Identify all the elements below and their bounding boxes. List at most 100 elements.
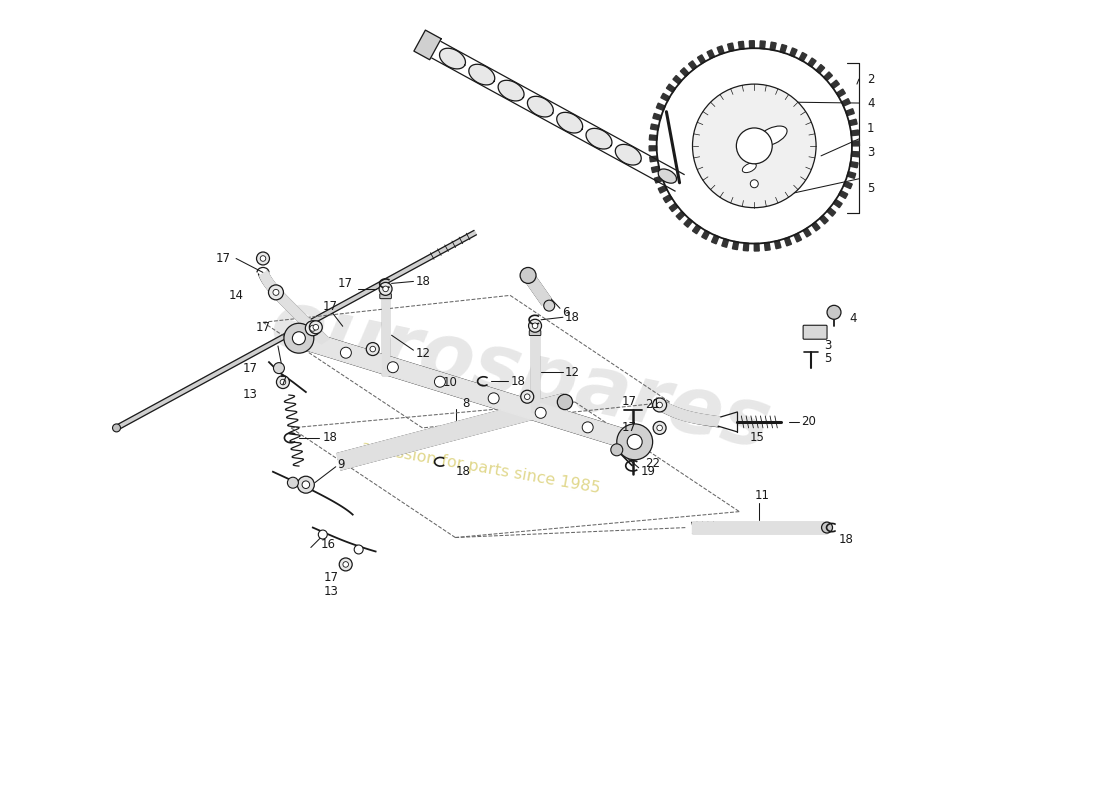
Circle shape [610, 444, 623, 456]
Polygon shape [722, 238, 728, 247]
Polygon shape [847, 172, 856, 178]
Polygon shape [744, 243, 749, 251]
Polygon shape [524, 272, 551, 305]
Polygon shape [693, 225, 701, 234]
Circle shape [693, 84, 816, 208]
Circle shape [652, 398, 667, 412]
Text: 18: 18 [510, 374, 526, 388]
Circle shape [582, 422, 593, 433]
Polygon shape [649, 135, 657, 140]
Polygon shape [469, 64, 495, 85]
Circle shape [343, 562, 349, 567]
Polygon shape [669, 203, 678, 212]
Text: 17: 17 [323, 571, 339, 584]
Polygon shape [760, 41, 766, 49]
Polygon shape [794, 233, 802, 242]
Polygon shape [382, 295, 389, 375]
Circle shape [276, 375, 289, 389]
Text: 17: 17 [621, 422, 637, 434]
Ellipse shape [758, 126, 788, 146]
Polygon shape [851, 151, 859, 157]
Polygon shape [663, 194, 672, 202]
Circle shape [256, 252, 270, 265]
Text: 12: 12 [565, 366, 580, 378]
FancyBboxPatch shape [803, 326, 827, 339]
Text: a passion for parts since 1985: a passion for parts since 1985 [360, 439, 601, 496]
Text: 5: 5 [824, 352, 832, 365]
FancyBboxPatch shape [379, 294, 392, 298]
Text: 17: 17 [338, 277, 353, 290]
Polygon shape [650, 156, 658, 162]
Text: 6: 6 [562, 306, 570, 319]
Polygon shape [749, 41, 755, 48]
Ellipse shape [742, 163, 757, 173]
Polygon shape [727, 43, 734, 51]
Text: 17: 17 [217, 252, 231, 265]
Text: 4: 4 [849, 312, 857, 325]
Polygon shape [799, 53, 807, 62]
Text: 3: 3 [867, 146, 875, 159]
Text: 18: 18 [416, 275, 430, 288]
Text: 1: 1 [867, 122, 875, 135]
Polygon shape [807, 58, 816, 67]
Polygon shape [770, 42, 777, 50]
Text: 4: 4 [867, 97, 875, 110]
Polygon shape [830, 80, 839, 89]
Polygon shape [816, 65, 825, 74]
Polygon shape [842, 98, 850, 106]
Text: eurospares: eurospares [263, 284, 778, 466]
Polygon shape [661, 94, 670, 101]
Circle shape [520, 267, 536, 283]
Circle shape [525, 394, 530, 399]
Circle shape [306, 321, 320, 336]
Circle shape [657, 425, 662, 430]
Circle shape [736, 128, 772, 164]
Circle shape [318, 530, 328, 539]
Polygon shape [834, 199, 843, 208]
Text: 18: 18 [455, 466, 470, 478]
Circle shape [274, 362, 285, 374]
Polygon shape [653, 114, 661, 120]
Circle shape [653, 422, 667, 434]
Circle shape [112, 424, 121, 432]
Polygon shape [850, 130, 859, 136]
Text: 7: 7 [280, 375, 288, 388]
Text: 2: 2 [867, 73, 875, 86]
Text: 13: 13 [323, 585, 339, 598]
Circle shape [273, 290, 279, 295]
Polygon shape [337, 394, 568, 470]
Circle shape [623, 430, 647, 454]
Polygon shape [650, 124, 659, 130]
Polygon shape [531, 332, 539, 412]
Text: 11: 11 [755, 489, 769, 502]
Polygon shape [850, 162, 858, 168]
Circle shape [520, 390, 534, 403]
Polygon shape [803, 228, 811, 237]
Text: 18: 18 [839, 533, 854, 546]
Text: 17: 17 [243, 362, 258, 374]
Circle shape [822, 522, 833, 533]
Polygon shape [680, 68, 689, 77]
Circle shape [302, 481, 309, 489]
Polygon shape [654, 176, 663, 183]
Text: 18: 18 [322, 431, 338, 444]
Polygon shape [649, 146, 657, 151]
Polygon shape [717, 46, 724, 54]
Polygon shape [116, 230, 476, 430]
Text: 19: 19 [640, 466, 656, 478]
Text: 18: 18 [565, 310, 580, 324]
Circle shape [284, 323, 314, 353]
Polygon shape [738, 42, 744, 50]
Circle shape [287, 478, 298, 488]
Circle shape [536, 407, 547, 418]
Polygon shape [658, 186, 667, 193]
Polygon shape [676, 211, 685, 220]
Circle shape [488, 393, 499, 404]
Text: 22: 22 [645, 458, 660, 470]
Polygon shape [707, 50, 715, 58]
Polygon shape [733, 242, 738, 250]
Circle shape [529, 319, 541, 332]
Polygon shape [790, 48, 798, 57]
Polygon shape [820, 215, 828, 224]
Circle shape [543, 300, 554, 311]
